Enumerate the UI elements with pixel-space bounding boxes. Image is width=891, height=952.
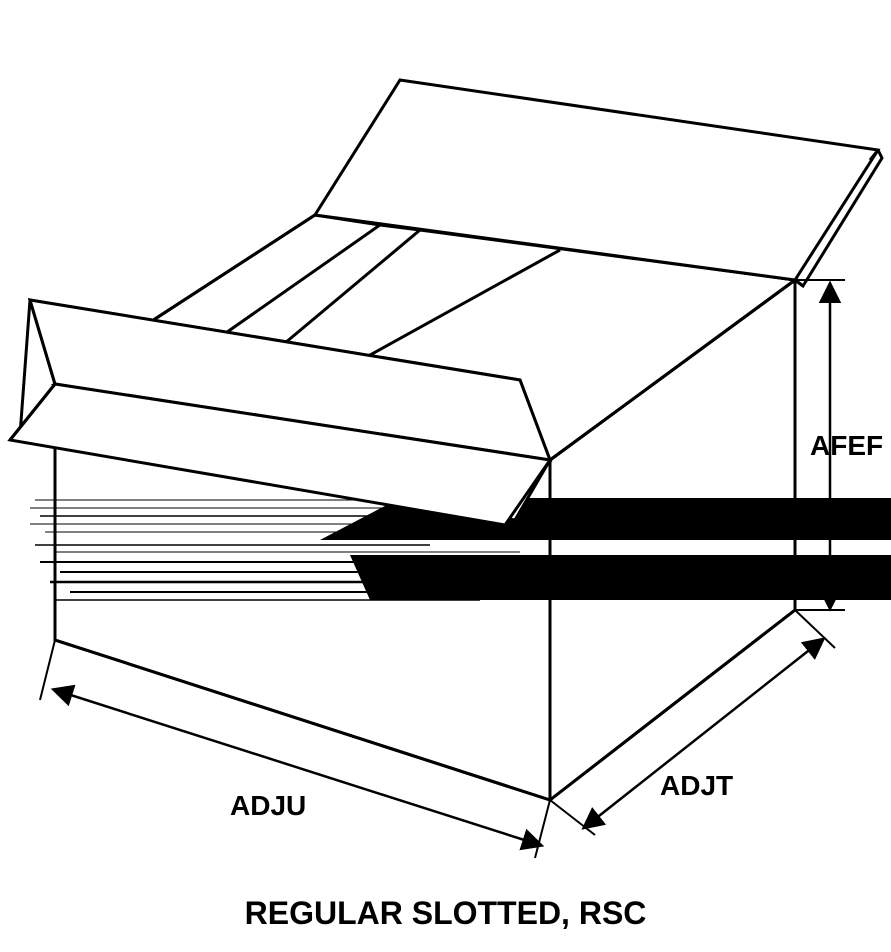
box-drawing — [0, 0, 891, 952]
caption: REGULAR SLOTTED, RSC — [0, 895, 891, 932]
diagram-stage: AFEF ADJT ADJU REGULAR SLOTTED, RSC — [0, 0, 891, 952]
dim-label-adju: ADJU — [230, 790, 306, 822]
dim-label-afef: AFEF — [810, 430, 883, 462]
dim-label-adjt: ADJT — [660, 770, 733, 802]
